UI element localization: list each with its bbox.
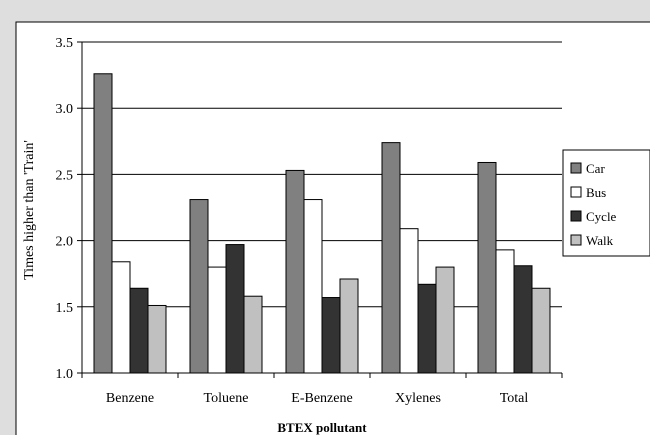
legend: Car Bus Cycle Walk <box>562 149 650 257</box>
bar-car-xylenes <box>381 142 401 374</box>
legend-label-bus: Bus <box>586 185 606 200</box>
y-tick-label: 2.5 <box>56 168 74 183</box>
x-tick-label: E-Benzene <box>291 391 352 406</box>
legend-swatch-cycle <box>570 210 582 222</box>
x-tick-labels: Benzene Toluene E-Benzene Xylenes Total <box>106 391 528 406</box>
bar-bus-toluene <box>207 266 227 374</box>
bar-walk-toluene <box>243 295 263 374</box>
y-tick-label: 1.5 <box>56 301 74 316</box>
legend-swatch-bus <box>570 186 582 198</box>
x-tick-label: Benzene <box>106 391 154 406</box>
bar-car-total <box>477 161 497 374</box>
bar-cycle-benzene <box>129 287 149 374</box>
legend-swatch-car <box>570 162 582 174</box>
y-tick-label: 3.5 <box>56 36 74 51</box>
axes <box>77 41 563 378</box>
bar-bus-total <box>495 249 515 374</box>
bar-car-toluene <box>189 199 209 374</box>
bar-bus-e-benzene <box>303 199 323 374</box>
bar-walk-xylenes <box>435 266 455 374</box>
bar-bus-xylenes <box>399 228 419 374</box>
x-axis-title: BTEX pollutant <box>277 420 367 435</box>
y-tick-label: 3.0 <box>56 102 74 117</box>
bar-cycle-toluene <box>225 244 245 374</box>
legend-swatch-walk <box>570 234 582 246</box>
legend-label-walk: Walk <box>586 233 614 248</box>
bar-cycle-xylenes <box>417 283 437 374</box>
x-tick-label: Toluene <box>204 391 249 406</box>
bar-cycle-e-benzene <box>321 297 341 374</box>
bars <box>93 73 551 374</box>
legend-label-cycle: Cycle <box>586 209 617 224</box>
bar-car-benzene <box>93 73 113 374</box>
x-tick-label: Xylenes <box>395 391 441 406</box>
bar-walk-benzene <box>147 304 167 374</box>
y-tick-label: 1.0 <box>56 367 74 382</box>
y-axis-title: Times higher than 'Train' <box>22 140 37 280</box>
bar-bus-benzene <box>111 261 131 374</box>
bar-cycle-total <box>513 265 533 374</box>
legend-label-car: Car <box>586 161 605 176</box>
y-tick-label: 2.0 <box>56 235 74 250</box>
bar-walk-total <box>531 287 551 374</box>
x-tick-label: Total <box>500 391 529 406</box>
y-tick-labels: 1.0 1.5 2.0 2.5 3.0 3.5 <box>56 36 74 382</box>
bar-walk-e-benzene <box>339 278 359 374</box>
bar-car-e-benzene <box>285 169 305 374</box>
